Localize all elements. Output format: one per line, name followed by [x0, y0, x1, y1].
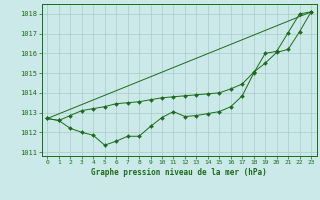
- X-axis label: Graphe pression niveau de la mer (hPa): Graphe pression niveau de la mer (hPa): [91, 168, 267, 177]
